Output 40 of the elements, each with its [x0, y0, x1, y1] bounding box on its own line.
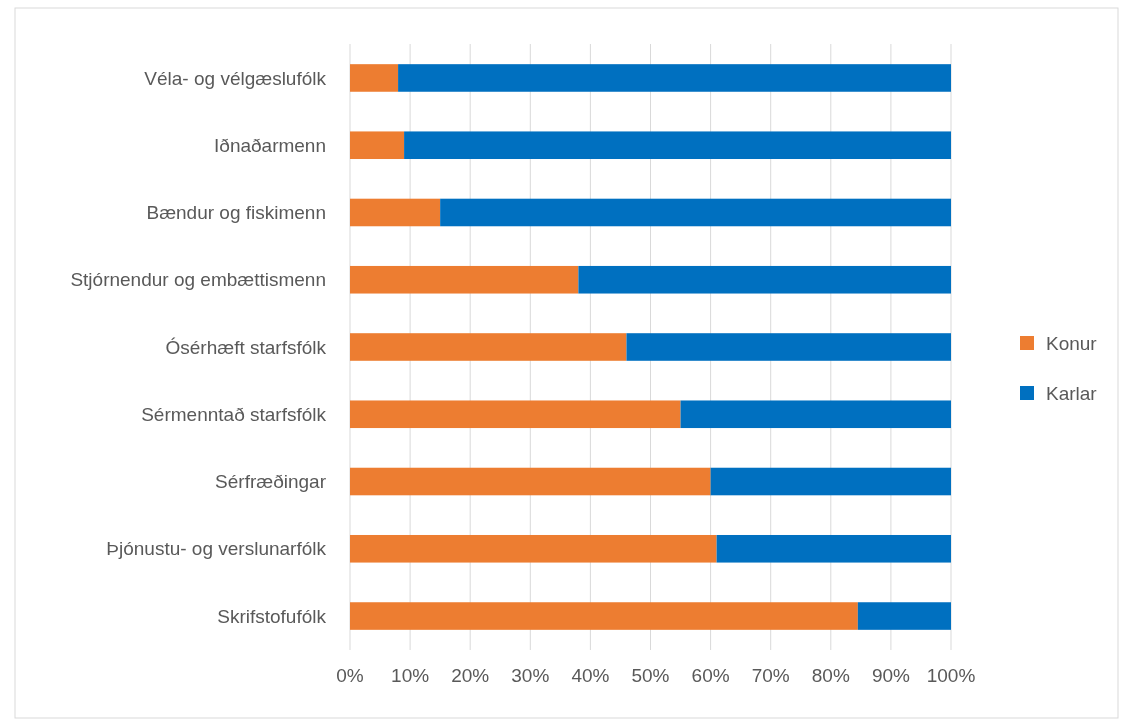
x-tick-label: 30% — [511, 665, 550, 686]
y-tick-label: Stjórnendur og embættismenn — [70, 269, 326, 291]
bar — [857, 602, 951, 630]
bar — [680, 400, 951, 429]
bar — [710, 467, 951, 496]
y-tick-label: Ósérhæft starfsfólk — [165, 336, 327, 358]
bar — [398, 64, 951, 92]
x-tick-label: 70% — [751, 665, 790, 686]
bar — [350, 64, 399, 92]
legend-label: Konur — [1046, 332, 1098, 354]
y-tick-label: Skrifstofufólk — [217, 605, 327, 627]
y-tick-label: Iðnaðarmenn — [214, 134, 326, 156]
y-tick-label: Sérmenntað starfsfólk — [141, 403, 327, 425]
bar — [626, 333, 951, 361]
bar — [350, 333, 627, 361]
bar — [350, 534, 717, 563]
bar — [350, 400, 681, 429]
y-tick-label: Véla- og vélgæslufólk — [144, 67, 327, 89]
bar — [350, 467, 711, 496]
x-tick-label: 40% — [571, 665, 610, 686]
bar — [350, 265, 579, 294]
bar — [404, 131, 951, 160]
bar — [716, 534, 951, 563]
bar — [350, 131, 405, 160]
x-tick-label: 90% — [871, 665, 911, 686]
x-tick-label: 60% — [691, 665, 730, 686]
bar — [350, 198, 441, 227]
y-tick-label: Sérfræðingar — [215, 471, 327, 493]
x-tick-label: 0% — [336, 665, 364, 686]
x-tick-label: 50% — [631, 665, 670, 686]
y-tick-label: Þjónustu- og verslunarfólk — [106, 538, 327, 560]
x-tick-label: 80% — [811, 665, 850, 686]
bar — [350, 602, 858, 630]
legend-label: Karlar — [1046, 382, 1098, 404]
x-tick-label: 10% — [391, 665, 430, 686]
x-tick-label: 20% — [451, 665, 490, 686]
y-tick-label: Bændur og fiskimenn — [146, 202, 326, 224]
x-tick-label: 100% — [926, 665, 976, 686]
bar — [440, 198, 951, 227]
bar — [578, 265, 951, 294]
